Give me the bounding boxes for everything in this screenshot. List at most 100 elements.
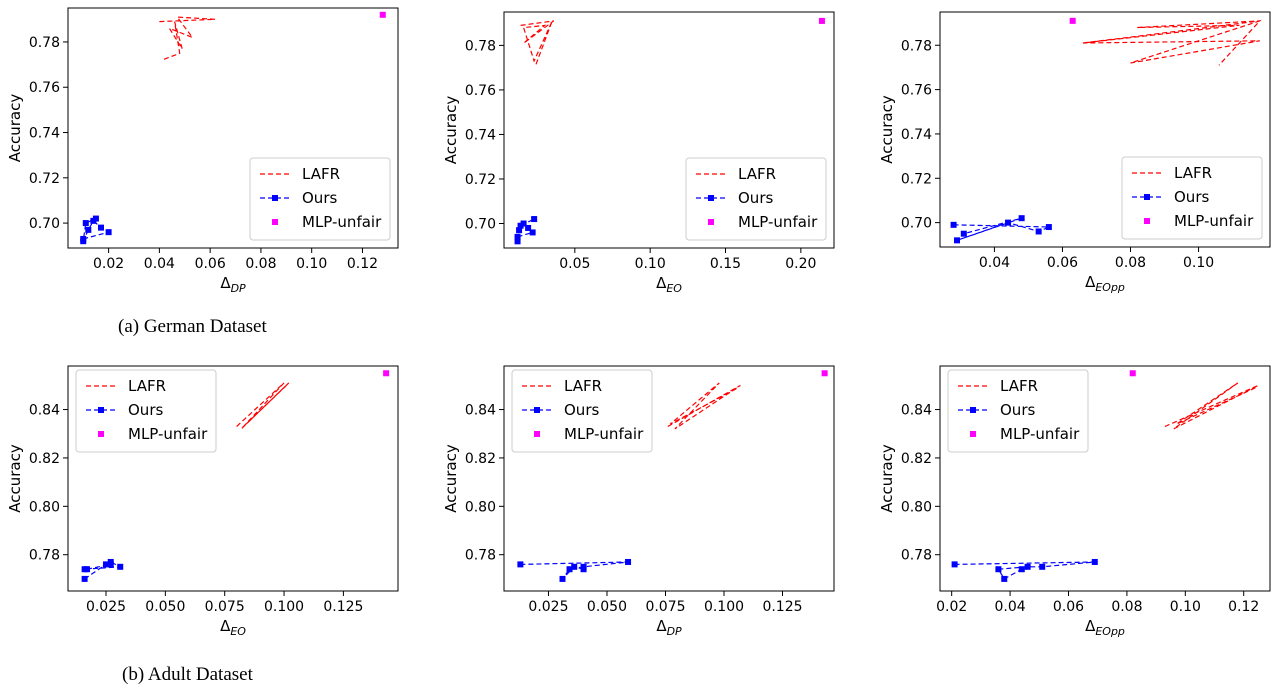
legend: LAFR Ours MLP-unfair: [947, 369, 1089, 453]
legend-marker: [1144, 218, 1150, 224]
data-point-ours: [83, 566, 90, 573]
x-axis-label: ΔEO: [656, 274, 682, 295]
legend-label: MLP-unfair: [128, 425, 208, 443]
caption-adult: (b) Adult Dataset: [122, 664, 253, 685]
legend-marker: [98, 407, 104, 413]
legend-box: [1121, 156, 1263, 240]
x-tick-label: 0.125: [762, 599, 802, 615]
data-point-ours: [102, 561, 109, 568]
y-axis-label: Accuracy: [6, 94, 24, 163]
legend: LAFR Ours MLP-unfair: [685, 157, 827, 241]
y-tick-label: 0.78: [465, 548, 496, 564]
y-tick-label: 0.82: [29, 451, 60, 467]
data-point-ours: [566, 566, 573, 573]
y-tick-label: 0.82: [901, 451, 932, 467]
chart-1: 0.02 0.04 0.06 0.08 0.10 0.12 0.70 0.72 0.74 0.76…: [6, 7, 399, 295]
x-tick-label: 0.08: [1115, 255, 1146, 271]
legend-label: LAFR: [738, 165, 776, 183]
data-point-ours: [516, 227, 523, 234]
data-point-ours: [1039, 563, 1046, 570]
legend-label: LAFR: [302, 165, 340, 183]
x-tick-label: 0.15: [710, 256, 741, 272]
y-tick-label: 0.80: [901, 499, 932, 515]
legend-label: Ours: [738, 189, 773, 207]
chart-5: 0.025 0.050 0.075 0.100 0.125 0.78 0.80 0.82 0.8…: [442, 365, 835, 638]
x-tick-label: 0.100: [264, 599, 304, 615]
data-point-ours: [1035, 228, 1042, 235]
y-tick-label: 0.72: [901, 171, 932, 187]
x-tick-label: 0.04: [979, 255, 1010, 271]
x-tick-label: 0.075: [205, 599, 245, 615]
data-point-mlp-unfair: [1129, 370, 1136, 377]
y-tick-label: 0.72: [465, 172, 496, 188]
legend: LAFR Ours MLP-unfair: [1121, 156, 1263, 240]
y-tick-label: 0.84: [29, 403, 60, 419]
legend-label: MLP-unfair: [564, 425, 644, 443]
legend-label: Ours: [302, 189, 337, 207]
data-point-ours: [81, 575, 88, 582]
plot-frame: [939, 365, 1271, 592]
legend-label: LAFR: [1000, 377, 1038, 395]
legend-box: [685, 157, 827, 241]
x-axis-label: ΔDP: [656, 617, 682, 638]
legend-label: MLP-unfair: [738, 213, 818, 231]
data-point-ours: [559, 575, 566, 582]
legend-box: [75, 369, 217, 453]
x-tick-label: 0.08: [1111, 599, 1142, 615]
y-tick-label: 0.78: [29, 35, 60, 51]
legend-marker: [534, 431, 540, 437]
data-point-mlp-unfair: [1069, 17, 1076, 24]
y-axis-label: Accuracy: [6, 444, 24, 513]
y-tick-label: 0.78: [901, 38, 932, 54]
series-line-ours: [953, 217, 1050, 241]
x-tick-label: 0.125: [323, 599, 363, 615]
y-tick-label: 0.70: [29, 216, 60, 232]
legend: LAFR Ours MLP-unfair: [75, 369, 217, 453]
data-point-ours: [117, 563, 124, 570]
data-point-ours: [517, 222, 524, 229]
series-line-lafr: [520, 20, 555, 66]
y-axis-label: Accuracy: [878, 95, 896, 164]
x-tick-label: 0.025: [528, 599, 568, 615]
y-axis-label: Accuracy: [442, 444, 460, 513]
x-tick-label: 0.02: [936, 599, 967, 615]
y-tick-label: 0.70: [465, 217, 496, 233]
x-tick-label: 0.12: [1228, 599, 1259, 615]
legend-label: MLP-unfair: [1000, 425, 1080, 443]
y-tick-label: 0.76: [901, 83, 932, 99]
legend-marker: [534, 407, 540, 413]
series-line-lafr: [1082, 19, 1262, 66]
x-tick-label: 0.050: [587, 599, 627, 615]
data-point-ours: [954, 237, 961, 244]
caption-german: (a) German Dataset: [118, 316, 267, 337]
plot-frame: [939, 11, 1271, 248]
legend-label: LAFR: [1174, 164, 1212, 182]
x-tick-label: 0.06: [1053, 599, 1084, 615]
legend-marker: [708, 195, 714, 201]
y-axis-label: Accuracy: [442, 96, 460, 165]
data-point-ours: [580, 566, 587, 573]
data-point-ours: [1001, 575, 1008, 582]
y-tick-label: 0.78: [29, 548, 60, 564]
legend-box: [947, 369, 1089, 453]
y-axis-label: Accuracy: [878, 444, 896, 513]
chart-4: 0.025 0.050 0.075 0.100 0.125 0.78 0.80 0.82 0.8…: [6, 365, 399, 638]
plot-frame: [503, 11, 835, 249]
data-point-ours: [625, 558, 632, 565]
data-point-ours: [995, 566, 1002, 573]
y-tick-label: 0.84: [465, 403, 496, 419]
x-tick-label: 0.06: [195, 256, 226, 272]
x-tick-label: 0.05: [559, 256, 590, 272]
x-tick-label: 0.050: [145, 599, 185, 615]
data-point-mlp-unfair: [379, 11, 386, 18]
legend-box: [511, 369, 653, 453]
y-tick-label: 0.78: [901, 548, 932, 564]
legend: LAFR Ours MLP-unfair: [511, 369, 653, 453]
chart-2: 0.05 0.10 0.15 0.20 0.70 0.72 0.74 0.76 0.78 ΔEO A…: [442, 11, 835, 295]
data-point-ours: [514, 238, 521, 245]
y-tick-label: 0.72: [29, 171, 60, 187]
x-tick-label: 0.10: [1170, 599, 1201, 615]
data-point-ours: [82, 220, 89, 227]
y-tick-label: 0.80: [465, 499, 496, 515]
